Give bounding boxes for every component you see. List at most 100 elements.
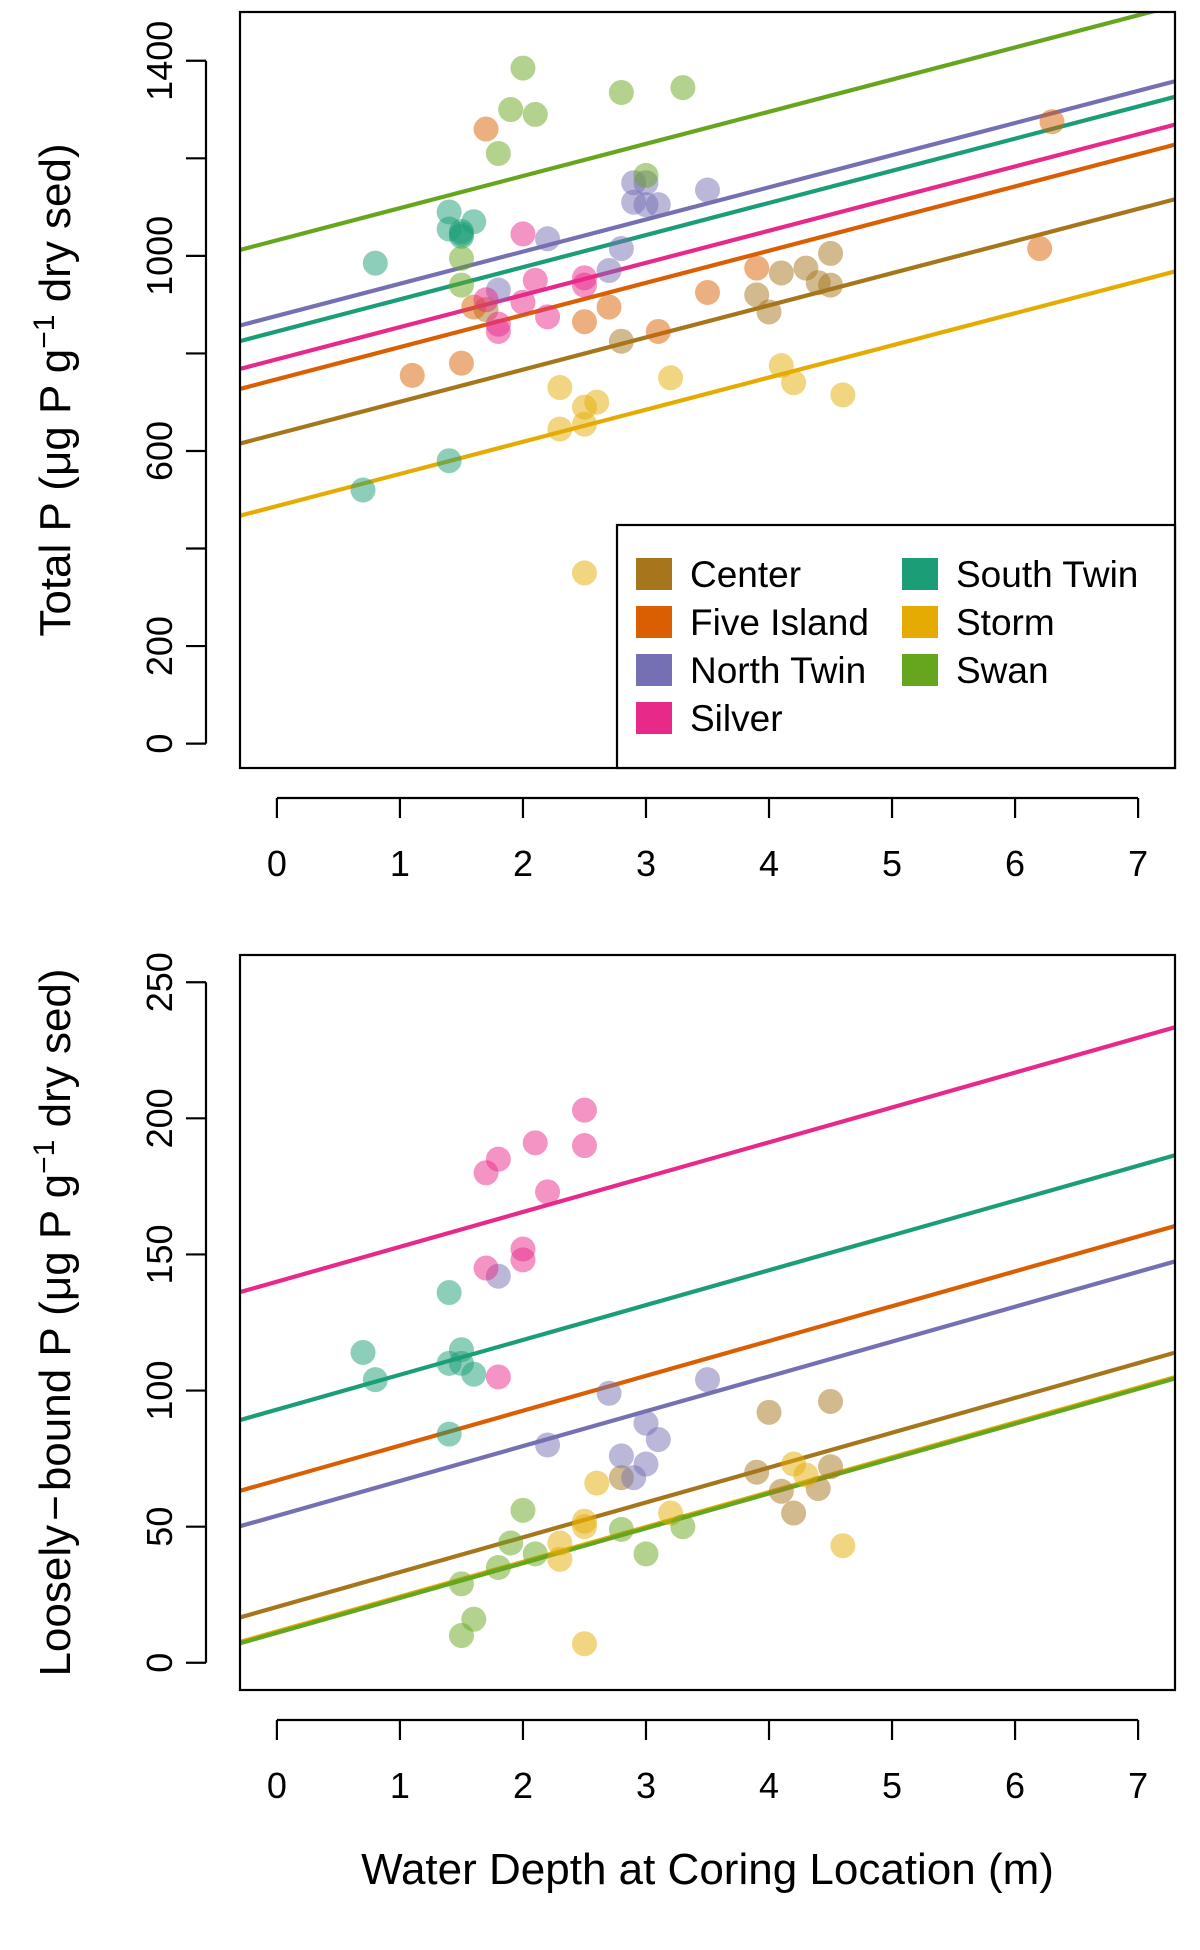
- regression-line-north-twin: [240, 79, 1175, 328]
- data-point-swan: [670, 1514, 696, 1540]
- y-tick-label: 600: [139, 421, 180, 481]
- x-tick-label: 0: [267, 843, 287, 884]
- x-tick-label: 6: [1005, 843, 1025, 884]
- x-tick-label: 6: [1005, 1765, 1025, 1806]
- data-point-silver: [473, 1255, 499, 1281]
- data-point-center: [781, 1500, 807, 1526]
- legend-label: Swan: [956, 650, 1049, 691]
- y-axis: 0 200 600 1000 1400: [139, 21, 208, 754]
- legend-item-center: Center: [636, 554, 801, 595]
- data-point-north-twin: [633, 1451, 659, 1477]
- data-point-north-twin: [596, 258, 622, 284]
- legend-item-five-island: Five Island: [636, 602, 869, 643]
- y-axis-title-ylabel-tail: dry sed): [31, 143, 80, 314]
- y-axis: 0 50 100 150 200 250: [139, 952, 208, 1673]
- data-point-south-twin: [350, 1339, 376, 1365]
- data-point-center: [756, 1399, 782, 1425]
- data-point-silver: [571, 1097, 597, 1123]
- y-tick-label: 250: [139, 952, 180, 1012]
- data-point-five-island: [744, 255, 770, 281]
- y-tick-label: 0: [139, 734, 180, 754]
- data-point-silver: [535, 304, 561, 330]
- y-axis-title-ylabel-dash: −: [31, 1495, 80, 1521]
- data-point-center: [768, 260, 794, 286]
- data-point-south-twin: [436, 1421, 462, 1447]
- data-point-silver: [485, 311, 511, 337]
- data-point-five-island: [645, 318, 671, 344]
- data-point-south-twin: [461, 209, 487, 235]
- data-point-silver: [522, 1130, 548, 1156]
- data-point-silver: [510, 1247, 536, 1273]
- x-axis-title: Water Depth at Coring Location (m): [361, 1845, 1054, 1894]
- data-point-silver: [571, 272, 597, 298]
- legend-swatch: [636, 654, 672, 686]
- data-point-swan: [485, 1555, 511, 1580]
- legend-swatch: [636, 558, 672, 590]
- data-point-south-twin: [436, 448, 462, 474]
- legend-item-south-twin: South Twin: [902, 554, 1138, 595]
- data-point-north-twin: [535, 226, 561, 252]
- data-point-north-twin: [535, 1432, 561, 1458]
- legend-item-swan: Swan: [902, 650, 1049, 691]
- data-point-north-twin: [596, 1380, 622, 1406]
- regression-line-swan: [240, 1376, 1175, 1646]
- x-tick-label: 7: [1128, 1765, 1148, 1806]
- regression-line-south-twin: [240, 94, 1175, 344]
- data-point-swan: [461, 1606, 487, 1632]
- legend-swatch: [902, 654, 938, 686]
- data-point-storm: [584, 389, 610, 415]
- data-point-swan: [633, 1541, 659, 1567]
- x-tick-label: 2: [513, 1765, 533, 1806]
- data-point-swan: [485, 140, 511, 166]
- regression-line-center: [240, 197, 1175, 446]
- data-point-north-twin: [608, 1443, 634, 1469]
- x-tick-label: 1: [390, 843, 410, 884]
- data-point-center: [818, 272, 844, 298]
- legend-item-silver: Silver: [636, 698, 783, 739]
- y-tick-label: 1000: [139, 216, 180, 296]
- legend-item-storm: Storm: [902, 602, 1055, 643]
- data-point-swan: [498, 97, 524, 123]
- x-tick-label: 2: [513, 843, 533, 884]
- legend-item-north-twin: North Twin: [636, 650, 866, 691]
- y-axis-title: Total P (μg P g−1 dry sed): [28, 143, 80, 636]
- data-point-five-island: [1039, 109, 1065, 135]
- data-point-storm: [571, 1631, 597, 1657]
- legend-label: Center: [690, 554, 801, 595]
- data-point-south-twin: [362, 250, 388, 276]
- regression-line-center: [240, 1350, 1175, 1620]
- regression-line-silver: [240, 122, 1175, 371]
- data-point-storm: [584, 1470, 610, 1496]
- data-point-swan: [448, 272, 474, 298]
- data-point-five-island: [695, 279, 720, 305]
- data-point-north-twin: [608, 236, 634, 262]
- data-point-silver: [535, 1179, 561, 1205]
- data-point-silver: [510, 221, 536, 247]
- data-point-storm: [571, 411, 597, 437]
- data-point-north-twin: [645, 192, 671, 218]
- data-point-swan: [522, 1541, 548, 1567]
- data-point-storm: [571, 560, 597, 586]
- data-point-swan: [498, 1530, 524, 1556]
- legend-swatch: [902, 558, 938, 590]
- data-point-north-twin: [695, 1367, 720, 1393]
- data-point-center: [744, 1459, 770, 1485]
- data-point-swan: [608, 79, 634, 105]
- plot-frame: [238, 953, 1177, 1692]
- data-point-swan: [448, 245, 474, 271]
- data-point-storm: [793, 1462, 819, 1488]
- y-axis-title-ylabel-after-dash: bound P (: [31, 1301, 80, 1491]
- y-tick-label: 200: [139, 616, 180, 676]
- legend-label: North Twin: [690, 650, 866, 691]
- data-point-south-twin: [362, 1367, 388, 1393]
- data-points: [350, 55, 1065, 586]
- data-point-five-island: [399, 362, 425, 388]
- data-point-north-twin: [645, 1427, 671, 1453]
- data-point-five-island: [473, 116, 499, 142]
- x-tick-label: 5: [882, 843, 902, 884]
- y-tick-label: 150: [139, 1224, 180, 1284]
- x-tick-label: 4: [759, 1765, 779, 1806]
- data-point-five-island: [596, 294, 622, 320]
- data-point-storm: [830, 382, 856, 408]
- data-point-swan: [448, 1571, 474, 1597]
